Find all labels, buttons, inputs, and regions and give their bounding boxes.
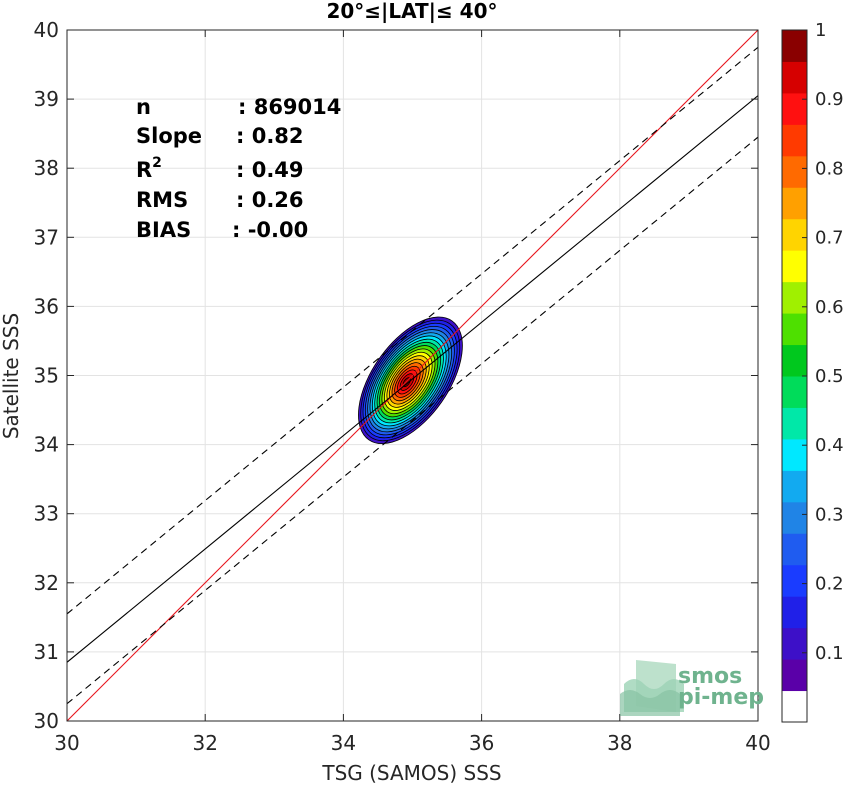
x-tick-label: 32 bbox=[192, 731, 217, 755]
colorbar-segment bbox=[782, 313, 807, 346]
stat-superscript: 2 bbox=[152, 155, 162, 171]
x-tick-label: 30 bbox=[54, 731, 79, 755]
y-tick-label: 30 bbox=[34, 709, 59, 733]
logo-wave-icon bbox=[620, 660, 684, 716]
colorbar-segment bbox=[782, 344, 807, 377]
colorbar-segment bbox=[782, 218, 807, 251]
colorbar-segment bbox=[782, 627, 807, 660]
x-tick-label: 34 bbox=[331, 731, 356, 755]
colorbar-segment bbox=[782, 250, 807, 283]
colorbar-tick-label: 0.1 bbox=[815, 643, 844, 664]
y-tick-label: 39 bbox=[34, 87, 59, 111]
stat-value: : 0.82 bbox=[236, 124, 304, 148]
smos-pi-mep-logo: smos pi-mep bbox=[620, 660, 764, 716]
colorbar: 0.1 0.2 0.3 0.4 0.5 0.6 0.7 0.8 0.9 1 bbox=[781, 20, 844, 723]
colorbar-segment bbox=[782, 596, 807, 629]
x-tick-label: 36 bbox=[469, 731, 494, 755]
line-regression bbox=[67, 95, 758, 663]
y-tick-label: 38 bbox=[34, 156, 59, 180]
colorbar-segment bbox=[782, 92, 807, 125]
grid bbox=[66, 29, 759, 722]
colorbar-segment bbox=[782, 659, 807, 692]
colorbar-tick-label: 0.6 bbox=[815, 297, 844, 318]
stat-value: : -0.00 bbox=[232, 218, 308, 242]
colorbar-tick-label: 0.8 bbox=[815, 158, 844, 179]
colorbar-segment bbox=[782, 533, 807, 566]
colorbar-tick-label: 0.4 bbox=[815, 435, 844, 456]
colorbar-segment bbox=[782, 124, 807, 157]
colorbar-segment bbox=[782, 470, 807, 503]
y-tick-label: 32 bbox=[34, 571, 59, 595]
colorbar-segment bbox=[782, 376, 807, 408]
line-regression-upper bbox=[67, 46, 758, 615]
stat-label: RMS bbox=[136, 188, 188, 212]
y-axis-label: Satellite SSS bbox=[0, 313, 23, 439]
stat-label: n bbox=[136, 95, 151, 119]
y-tick-label: 31 bbox=[34, 640, 59, 664]
x-axis-label: TSG (SAMOS) SSS bbox=[321, 761, 501, 785]
x-tick-label: 40 bbox=[745, 731, 770, 755]
colorbar-segment bbox=[782, 187, 807, 220]
y-tick-label: 33 bbox=[34, 502, 59, 526]
colorbar-segment bbox=[782, 155, 807, 188]
stat-value: : 0.26 bbox=[236, 188, 304, 212]
chart-title: 20°≤|LAT|≤ 40° bbox=[326, 0, 497, 23]
colorbar-tick-label: 0.7 bbox=[815, 228, 844, 249]
line-regression-lower bbox=[67, 136, 758, 705]
stat-label: BIAS bbox=[136, 218, 191, 242]
colorbar-tick-label: 0.2 bbox=[815, 574, 844, 595]
y-axis: 30 31 32 33 34 35 36 37 38 39 40 bbox=[34, 18, 758, 733]
colorbar-segment bbox=[782, 564, 807, 597]
logo-line1: smos bbox=[678, 664, 742, 689]
colorbar-tick-label: 0.9 bbox=[815, 89, 844, 110]
x-axis: 30 32 34 36 38 40 bbox=[54, 30, 771, 755]
stat-value: : 869014 bbox=[238, 95, 341, 119]
colorbar-tick-label: 0.3 bbox=[815, 504, 844, 525]
colorbar-segment bbox=[782, 690, 807, 723]
y-tick-label: 34 bbox=[34, 433, 59, 457]
stat-label: Slope bbox=[136, 124, 202, 148]
line-one-to-one bbox=[67, 30, 758, 721]
y-tick-label: 40 bbox=[34, 18, 59, 42]
stat-value: : 0.49 bbox=[236, 158, 304, 182]
colorbar-segment bbox=[782, 61, 807, 94]
y-tick-label: 36 bbox=[34, 294, 59, 318]
x-tick-label: 38 bbox=[607, 731, 632, 755]
y-tick-label: 35 bbox=[34, 364, 59, 388]
colorbar-segment bbox=[782, 281, 807, 314]
colorbar-segment bbox=[782, 407, 807, 440]
y-tick-label: 37 bbox=[34, 225, 59, 249]
colorbar-segment bbox=[782, 438, 807, 471]
colorbar-tick-label: 1 bbox=[815, 20, 826, 41]
colorbar-segment bbox=[782, 501, 807, 534]
colorbar-tick-label: 0.5 bbox=[815, 366, 844, 387]
logo-line2: pi-mep bbox=[678, 685, 764, 710]
reference-lines bbox=[67, 30, 758, 721]
colorbar-segment bbox=[782, 30, 807, 62]
